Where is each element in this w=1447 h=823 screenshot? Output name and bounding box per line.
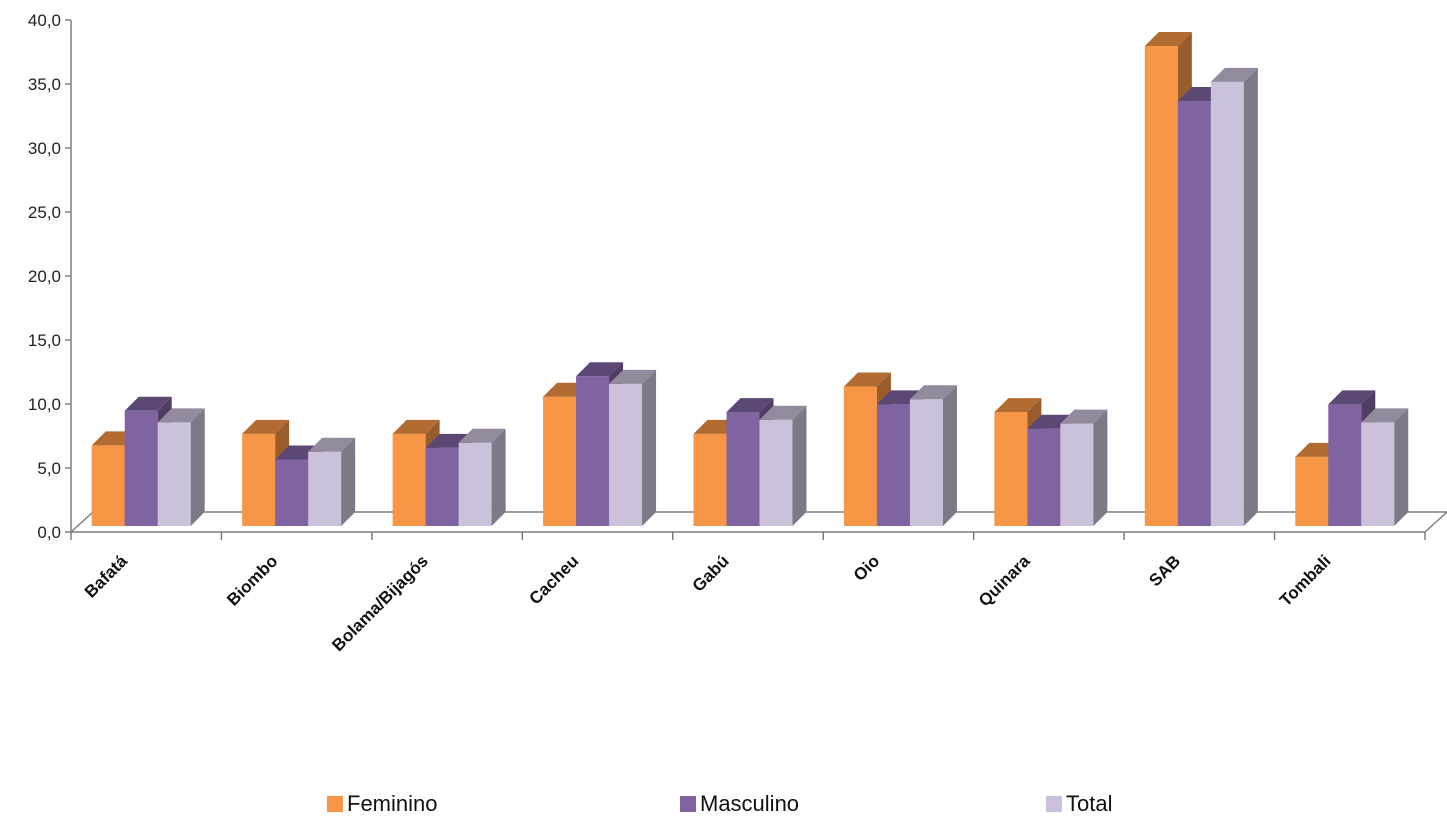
x-category-label: Quinara	[975, 551, 1034, 610]
bars	[91, 32, 1409, 526]
y-tick-label: 25,0	[28, 203, 61, 222]
bar-front	[1210, 81, 1244, 526]
bar-side	[792, 405, 807, 526]
x-category-label: Gabú	[689, 551, 733, 595]
bar-side	[190, 408, 205, 526]
bar-total-cacheu	[609, 369, 657, 526]
bar-front	[576, 376, 610, 526]
y-tick-label: 5,0	[37, 459, 61, 478]
bar-side	[1394, 408, 1409, 526]
bar-front	[1295, 456, 1329, 526]
legend-swatch	[680, 796, 696, 812]
legend-swatch	[1046, 796, 1062, 812]
bar-total-sab	[1210, 67, 1258, 526]
bar-front	[843, 386, 877, 526]
bar-side	[642, 369, 657, 526]
bar-front	[876, 404, 910, 526]
x-category-label: Cacheu	[526, 551, 583, 608]
axes: 0,0 5,0 10,0 15,0 20,0 25,0 30,0 35,0 40,0	[28, 11, 1426, 542]
legend-item-feminino: Feminino	[327, 791, 437, 816]
y-tick-label: 40,0	[28, 11, 61, 30]
bar-top	[1060, 409, 1108, 424]
bar-top	[1328, 390, 1376, 405]
y-tick-label: 0,0	[37, 523, 61, 542]
x-category-label: Bolama/Bijagós	[328, 551, 432, 655]
labels: Bafatá Biombo Bolama/Bijagós Cacheu Gabú Oio Q…	[81, 551, 1335, 655]
bar-front	[726, 412, 760, 526]
bar-front	[124, 410, 158, 526]
x-category-label: SAB	[1145, 551, 1184, 590]
legend-label: Total	[1066, 791, 1112, 816]
bar-top	[909, 385, 957, 400]
bar-front	[157, 422, 191, 526]
y-tick-label: 20,0	[28, 267, 61, 286]
bar-top	[458, 428, 506, 443]
bar-top	[994, 398, 1042, 413]
bar-front	[1027, 428, 1061, 526]
bar-total-gabu	[759, 405, 807, 526]
legend-item-total: Total	[1046, 791, 1112, 816]
y-tick-label: 10,0	[28, 395, 61, 414]
legend-label: Masculino	[700, 791, 799, 816]
legend-swatch	[327, 796, 343, 812]
bar-side	[1093, 409, 1108, 526]
x-category-label: Oio	[850, 551, 883, 584]
bar-top	[157, 408, 205, 423]
bar-total-biombo	[308, 437, 356, 526]
bar-front	[693, 433, 727, 526]
y-tick-label: 30,0	[28, 139, 61, 158]
x-category-label: Bafatá	[81, 551, 132, 602]
bar-front	[458, 442, 492, 526]
bar-front	[1361, 422, 1395, 526]
bar-total-quinara	[1060, 409, 1108, 526]
bar-front	[994, 412, 1028, 526]
bar-front	[242, 433, 276, 526]
bar-side	[341, 437, 356, 526]
bar-top	[759, 405, 807, 420]
x-category-label: Biombo	[223, 551, 281, 609]
bar-side	[491, 428, 506, 526]
bar-total-bafata	[157, 408, 205, 526]
bar-top	[308, 437, 356, 452]
bar-top	[242, 419, 290, 434]
bar-top	[392, 419, 440, 434]
bar-front	[308, 451, 342, 526]
y-tick-label: 15,0	[28, 331, 61, 350]
bar-front	[609, 383, 643, 526]
bar-front	[1060, 423, 1094, 526]
bar-top	[1144, 32, 1192, 46]
legend-item-masculino: Masculino	[680, 791, 799, 816]
bar-total-bolama-bijagos	[458, 428, 506, 526]
y-tick-label: 35,0	[28, 75, 61, 94]
bar-front	[1328, 404, 1362, 526]
legend: Feminino Masculino Total	[327, 791, 1112, 816]
bar-top	[576, 362, 624, 377]
bar-front	[543, 396, 577, 526]
bar-top	[1210, 67, 1258, 82]
bar-front	[909, 399, 943, 526]
legend-label: Feminino	[347, 791, 437, 816]
bar-top	[124, 396, 172, 411]
bar-total-oio	[909, 385, 957, 526]
bar-top	[609, 369, 657, 384]
bar-front	[1144, 46, 1178, 526]
bar-front	[91, 445, 125, 526]
bar-front	[392, 433, 426, 526]
bar-front	[425, 447, 459, 526]
bar-front	[759, 419, 793, 526]
bar-top	[726, 398, 774, 413]
bar-top	[843, 372, 891, 387]
x-category-label: Tombali	[1276, 551, 1335, 610]
bar-front	[275, 459, 309, 526]
bar-total-tombali	[1361, 408, 1409, 526]
bar-top	[1361, 408, 1409, 423]
bar-side	[1243, 67, 1258, 526]
bar-side	[942, 385, 957, 526]
bar-front	[1177, 101, 1211, 526]
